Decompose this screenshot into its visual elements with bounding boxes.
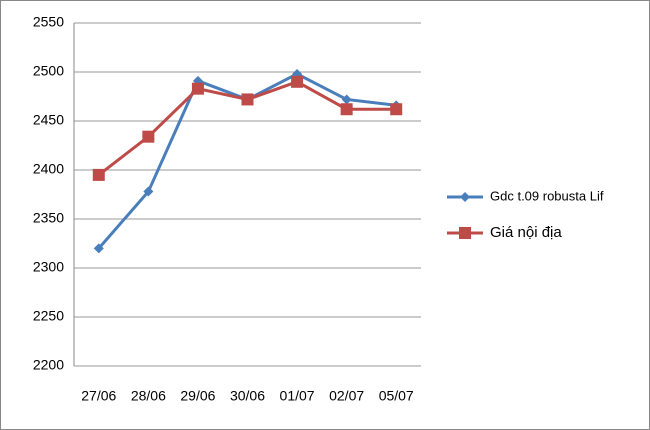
y-tick-label: 2400 [33,161,64,177]
data-point [241,93,254,106]
y-tick-label: 2200 [33,357,64,373]
x-tick-label: 02/07 [329,388,364,404]
legend-label: Giá nội địa [490,224,562,241]
x-tick-label: 01/07 [280,388,315,404]
data-point [340,103,353,116]
data-point [341,94,352,105]
data-point [390,103,403,116]
y-tick-label: 2450 [33,112,64,128]
data-point [93,243,104,254]
legend-label: Gdc t.09 robusta Lif [490,188,604,203]
x-tick-label: 27/06 [81,388,116,404]
y-tick-label: 2500 [33,63,64,79]
y-tick-label: 2550 [33,14,64,30]
x-tick-label: 29/06 [180,388,215,404]
legend-marker [460,192,470,202]
data-point [191,82,204,95]
legend-marker [459,227,471,239]
data-point [291,75,304,88]
y-tick-label: 2350 [33,210,64,226]
y-tick-label: 2250 [33,308,64,324]
data-point [143,186,154,197]
x-tick-label: 30/06 [230,388,265,404]
data-point [142,130,155,143]
data-point [92,168,105,181]
y-tick-label: 2300 [33,259,64,275]
x-tick-label: 28/06 [131,388,166,404]
x-tick-label: 05/07 [379,388,414,404]
